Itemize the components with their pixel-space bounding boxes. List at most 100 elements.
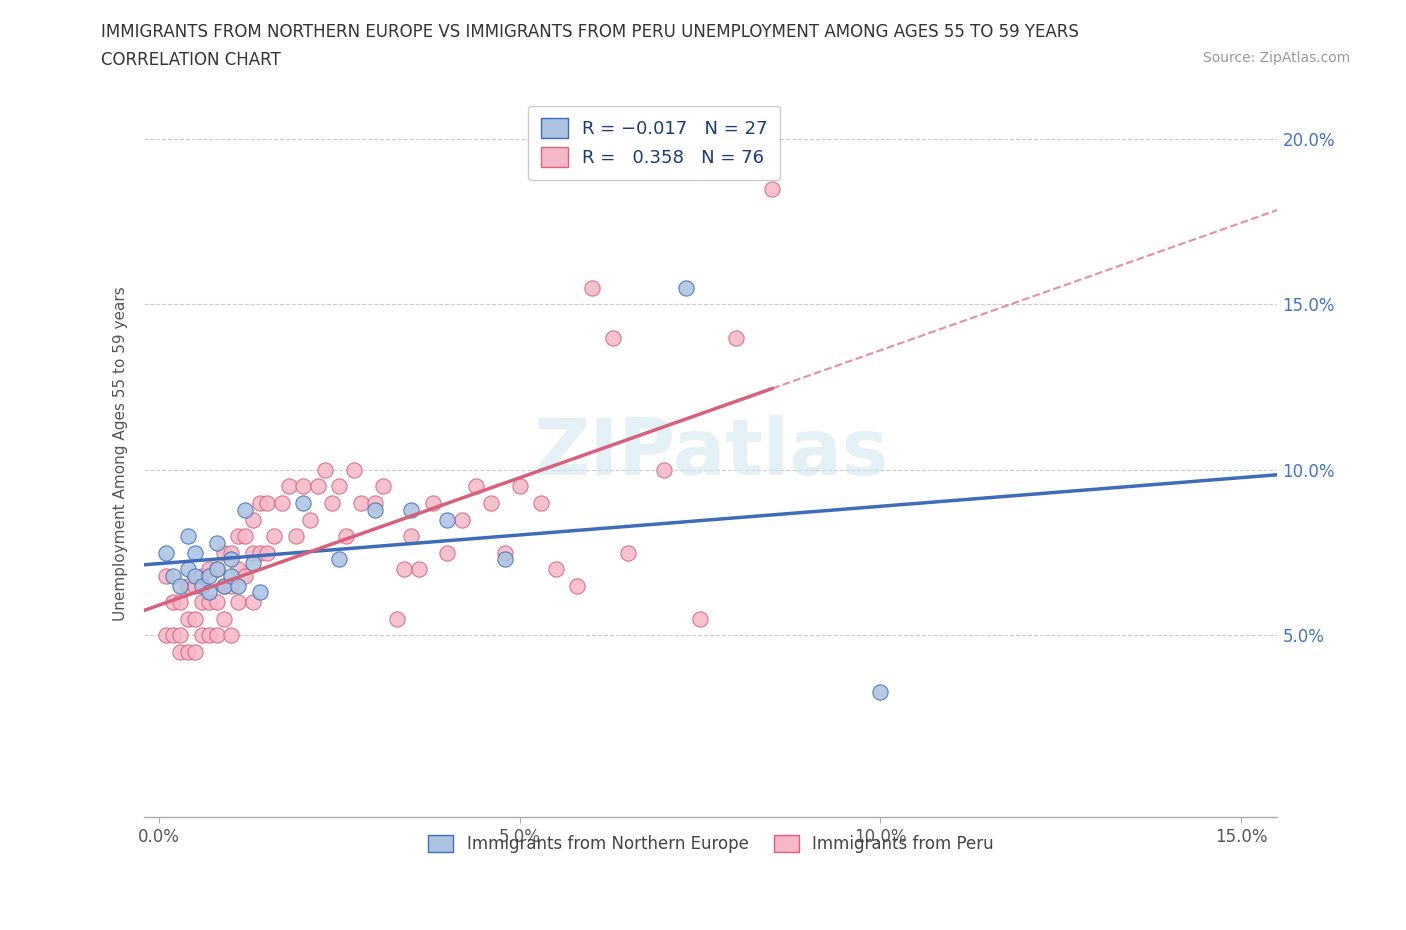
Point — [277, 479, 299, 494]
Point — [162, 568, 184, 583]
Point — [219, 545, 242, 560]
Point — [465, 479, 488, 494]
Point — [169, 644, 191, 659]
Point — [184, 611, 207, 626]
Point — [226, 528, 249, 543]
Point — [205, 562, 228, 577]
Point — [284, 528, 307, 543]
Point — [314, 462, 336, 477]
Point — [162, 628, 184, 643]
Point — [191, 595, 214, 610]
Point — [242, 555, 264, 570]
Point — [869, 684, 891, 699]
Point — [292, 479, 315, 494]
Text: ZIPatlas: ZIPatlas — [533, 416, 889, 491]
Point — [364, 502, 387, 517]
Point — [155, 568, 177, 583]
Point — [249, 545, 271, 560]
Point — [256, 496, 278, 511]
Point — [198, 628, 221, 643]
Point — [176, 528, 198, 543]
Point — [335, 528, 357, 543]
Point — [205, 536, 228, 551]
Point — [249, 585, 271, 600]
Y-axis label: Unemployment Among Ages 55 to 59 years: Unemployment Among Ages 55 to 59 years — [114, 286, 128, 621]
Point — [169, 628, 191, 643]
Point — [191, 628, 214, 643]
Text: CORRELATION CHART: CORRELATION CHART — [101, 51, 281, 69]
Point — [226, 595, 249, 610]
Point — [761, 181, 783, 196]
Point — [219, 568, 242, 583]
Point — [408, 562, 430, 577]
Point — [235, 568, 257, 583]
Point — [176, 562, 198, 577]
Point — [242, 512, 264, 527]
Point — [401, 528, 423, 543]
Point — [198, 562, 221, 577]
Point — [235, 502, 257, 517]
Point — [675, 281, 697, 296]
Point — [184, 644, 207, 659]
Point — [689, 611, 711, 626]
Point — [602, 330, 624, 345]
Point — [169, 595, 191, 610]
Text: Source: ZipAtlas.com: Source: ZipAtlas.com — [1202, 51, 1350, 65]
Point — [219, 578, 242, 593]
Point — [162, 595, 184, 610]
Point — [212, 578, 235, 593]
Point — [617, 545, 640, 560]
Point — [226, 562, 249, 577]
Point — [494, 551, 516, 566]
Point — [581, 281, 603, 296]
Text: IMMIGRANTS FROM NORTHERN EUROPE VS IMMIGRANTS FROM PERU UNEMPLOYMENT AMONG AGES : IMMIGRANTS FROM NORTHERN EUROPE VS IMMIG… — [101, 23, 1080, 41]
Point — [494, 545, 516, 560]
Point — [212, 578, 235, 593]
Point — [321, 496, 343, 511]
Point — [205, 562, 228, 577]
Point — [725, 330, 748, 345]
Point — [350, 496, 373, 511]
Point — [184, 545, 207, 560]
Point — [184, 568, 207, 583]
Point — [263, 528, 285, 543]
Point — [191, 578, 214, 593]
Point — [205, 595, 228, 610]
Point — [169, 578, 191, 593]
Point — [544, 562, 567, 577]
Point — [479, 496, 502, 511]
Point — [364, 496, 387, 511]
Point — [343, 462, 366, 477]
Point — [385, 611, 408, 626]
Point — [652, 462, 675, 477]
Point — [176, 611, 198, 626]
Point — [191, 568, 214, 583]
Point — [292, 496, 315, 511]
Point — [530, 496, 553, 511]
Point — [371, 479, 394, 494]
Point — [212, 611, 235, 626]
Point — [198, 568, 221, 583]
Point — [509, 479, 531, 494]
Point — [198, 585, 221, 600]
Point — [219, 551, 242, 566]
Point — [436, 512, 458, 527]
Point — [436, 545, 458, 560]
Point — [176, 578, 198, 593]
Point — [212, 545, 235, 560]
Point — [198, 595, 221, 610]
Point — [242, 595, 264, 610]
Point — [401, 502, 423, 517]
Point — [184, 578, 207, 593]
Point — [226, 578, 249, 593]
Point — [219, 628, 242, 643]
Point — [299, 512, 322, 527]
Point — [242, 545, 264, 560]
Point — [235, 528, 257, 543]
Point — [205, 628, 228, 643]
Legend: Immigrants from Northern Europe, Immigrants from Peru: Immigrants from Northern Europe, Immigra… — [422, 829, 1000, 860]
Point — [567, 578, 589, 593]
Point — [256, 545, 278, 560]
Point — [422, 496, 444, 511]
Point — [328, 479, 350, 494]
